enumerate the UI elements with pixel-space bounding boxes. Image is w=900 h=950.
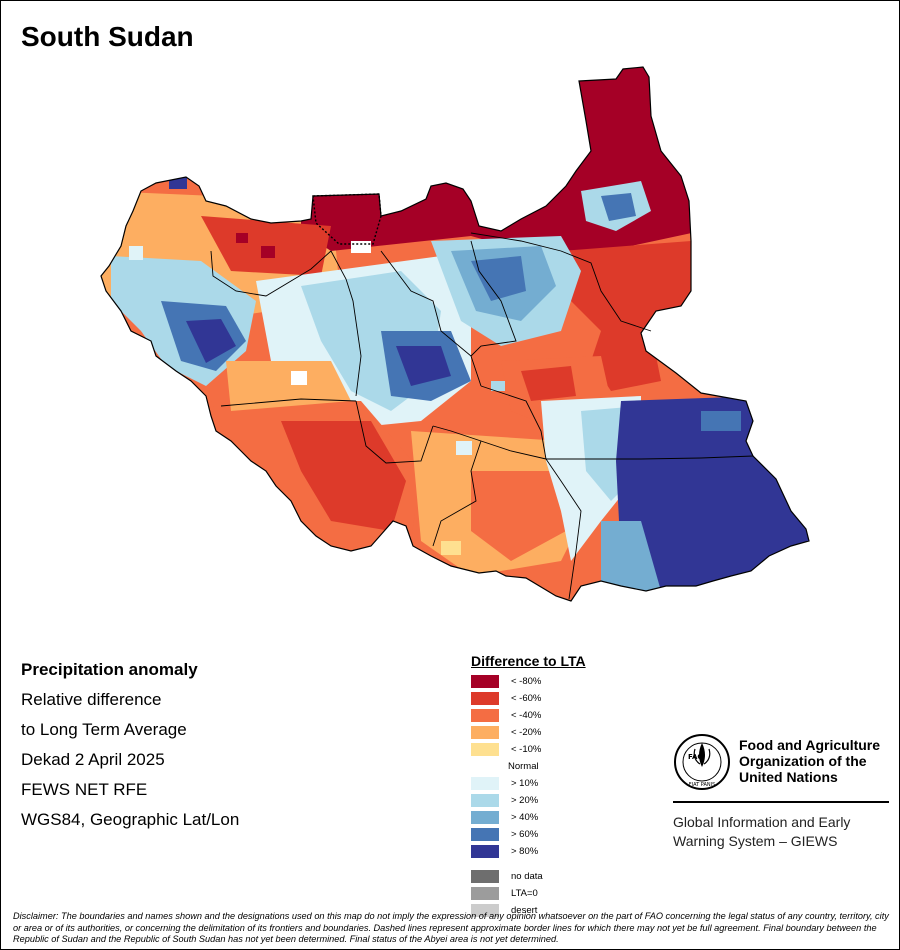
legend-swatch: [471, 887, 499, 900]
fao-logo-letters: FAO: [688, 753, 703, 761]
legend-label: Normal: [508, 761, 539, 772]
legend-item: < -40%: [471, 707, 586, 724]
info-date: Dekad 2 April 2025: [21, 750, 165, 769]
info-source: FEWS NET RFE: [21, 780, 148, 799]
anomaly-raster: [101, 67, 809, 601]
legend-label: < -10%: [511, 744, 542, 755]
legend-swatch: [471, 828, 499, 841]
legend-swatch: [471, 743, 499, 756]
legend-label: < -60%: [511, 693, 542, 704]
legend-item: > 10%: [471, 775, 586, 792]
legend-label: LTA=0: [511, 888, 538, 899]
fao-logo-motto: FIAT PANIS: [689, 782, 716, 788]
legend-swatch: [471, 811, 499, 824]
legend-item: < -80%: [471, 673, 586, 690]
legend-item: < -10%: [471, 741, 586, 758]
anomaly-map: [100, 66, 810, 602]
legend-title: Difference to LTA: [471, 653, 586, 669]
legend-swatch: [471, 794, 499, 807]
legend-item: desert: [471, 902, 586, 919]
legend-item: > 20%: [471, 792, 586, 809]
legend-swatch: [471, 845, 499, 858]
giews-name: Global Information and Early Warning Sys…: [673, 814, 851, 849]
fao-divider: [673, 801, 889, 803]
legend-swatch: [471, 675, 499, 688]
state-boundaries: [210, 232, 754, 600]
legend-item: < -20%: [471, 724, 586, 741]
map-title: South Sudan: [21, 21, 194, 52]
legend-swatch: [471, 904, 499, 917]
fao-logo-icon: FAO FIAT PANIS: [674, 734, 730, 790]
legend-item: LTA=0: [471, 885, 586, 902]
map-area: [1, 1, 899, 641]
legend-item: < -60%: [471, 690, 586, 707]
legend-item: > 60%: [471, 826, 586, 843]
legend-label: > 80%: [511, 846, 539, 857]
legend-extra: no data LTA=0 desert: [471, 868, 586, 919]
info-projection: WGS84, Geographic Lat/Lon: [21, 810, 240, 829]
fao-org-name: Food and Agriculture Organization of the…: [739, 737, 881, 785]
info-line: to Long Term Average: [21, 720, 187, 739]
info-heading: Precipitation anomaly: [21, 660, 198, 679]
legend-label: < -80%: [511, 676, 542, 687]
legend-label: desert: [511, 905, 538, 916]
legend-swatch: [471, 709, 499, 722]
legend-swatch: [471, 760, 499, 773]
disclaimer-text: Disclaimer: The boundaries and names sho…: [13, 911, 889, 944]
info-line: Relative difference: [21, 690, 162, 709]
legend-item: > 40%: [471, 809, 586, 826]
legend-label: < -40%: [511, 710, 542, 721]
legend-label: > 60%: [511, 829, 539, 840]
legend-swatch: [471, 692, 499, 705]
legend-swatch: [471, 870, 499, 883]
abyei-dashed-boundary: [312, 193, 382, 245]
legend-classes: < -80% < -60% < -40% < -20% < -10% Normal > 10…: [471, 673, 586, 860]
legend-label: no data: [511, 871, 543, 882]
legend-item: Normal: [471, 758, 586, 775]
legend-item: no data: [471, 868, 586, 885]
map-info-block: Precipitation anomaly Relative differenc…: [21, 655, 239, 835]
legend-label: > 10%: [511, 778, 539, 789]
legend-swatch: [471, 726, 499, 739]
legend-label: < -20%: [511, 727, 542, 738]
legend-label: > 20%: [511, 795, 539, 806]
legend-item: > 80%: [471, 843, 586, 860]
legend-label: > 40%: [511, 812, 539, 823]
legend-swatch: [471, 777, 499, 790]
map-legend: Difference to LTA < -80% < -60% < -40% < -2…: [471, 653, 586, 919]
